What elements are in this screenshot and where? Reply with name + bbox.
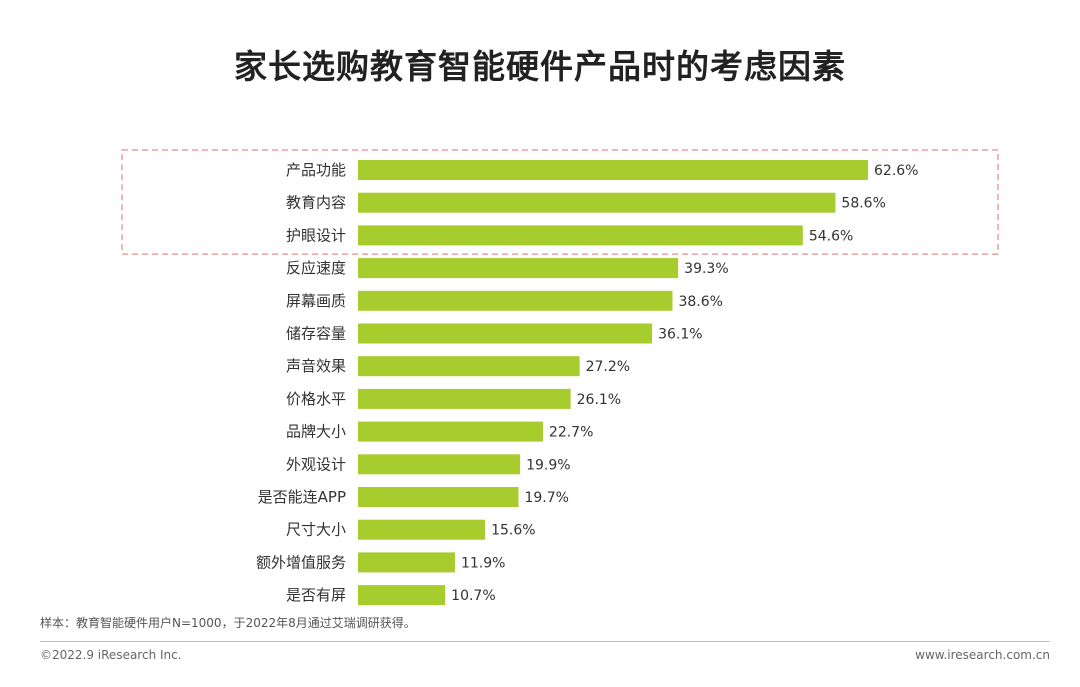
bar (358, 160, 868, 180)
value-label: 19.9% (526, 457, 570, 473)
value-label: 39.3% (684, 261, 728, 277)
category-label: 外观设计 (286, 455, 346, 473)
value-label: 38.6% (678, 294, 722, 310)
category-label: 护眼设计 (286, 226, 346, 244)
bar (358, 421, 543, 442)
category-label: 品牌大小 (286, 423, 346, 441)
value-label: 27.2% (586, 359, 630, 375)
bar (358, 225, 803, 246)
value-label: 22.7% (549, 425, 593, 441)
category-label: 额外增值服务 (256, 553, 346, 571)
bar (358, 388, 571, 409)
category-label: 声音效果 (286, 357, 346, 375)
sample-note: 样本：教育智能硬件用户N=1000，于2022年8月通过艾瑞调研获得。 (40, 616, 416, 630)
category-label: 产品功能 (286, 161, 346, 179)
value-label: 15.6% (491, 523, 535, 539)
value-label: 58.6% (841, 196, 885, 212)
bar (358, 356, 580, 377)
category-label: 反应速度 (286, 259, 346, 277)
value-label: 54.6% (809, 228, 853, 244)
bar (358, 487, 519, 507)
chart-title: 家长选购教育智能硬件产品时的考虑因素 (234, 47, 846, 86)
copyright-text: ©2022.9 iResearch Inc. (40, 648, 182, 662)
bar (358, 192, 836, 213)
value-label: 62.6% (874, 163, 918, 179)
bar (358, 323, 653, 344)
bar (358, 258, 679, 279)
footer-divider (40, 641, 1050, 642)
value-label: 10.7% (451, 588, 495, 604)
category-label: 价格水平 (286, 390, 346, 408)
website-text: www.iresearch.com.cn (915, 648, 1050, 662)
value-label: 19.7% (524, 490, 568, 506)
bar-chart: 产品功能 62.6% 教育内容 58.6% 护眼设计 54.6% 反应速度 39.3% 屏幕画质… (121, 149, 999, 606)
bar (358, 454, 521, 475)
bar (358, 519, 486, 540)
category-label: 教育内容 (286, 194, 346, 212)
bar (358, 585, 446, 606)
category-label: 是否能连APP (258, 488, 346, 506)
category-label: 是否有屏 (286, 586, 346, 604)
value-label: 26.1% (577, 392, 621, 408)
value-label: 36.1% (658, 327, 702, 343)
category-label: 屏幕画质 (286, 292, 346, 310)
bar (358, 290, 673, 311)
category-label: 储存容量 (286, 325, 346, 343)
value-label: 11.9% (461, 555, 505, 571)
category-label: 尺寸大小 (286, 521, 346, 539)
bar (358, 552, 455, 573)
